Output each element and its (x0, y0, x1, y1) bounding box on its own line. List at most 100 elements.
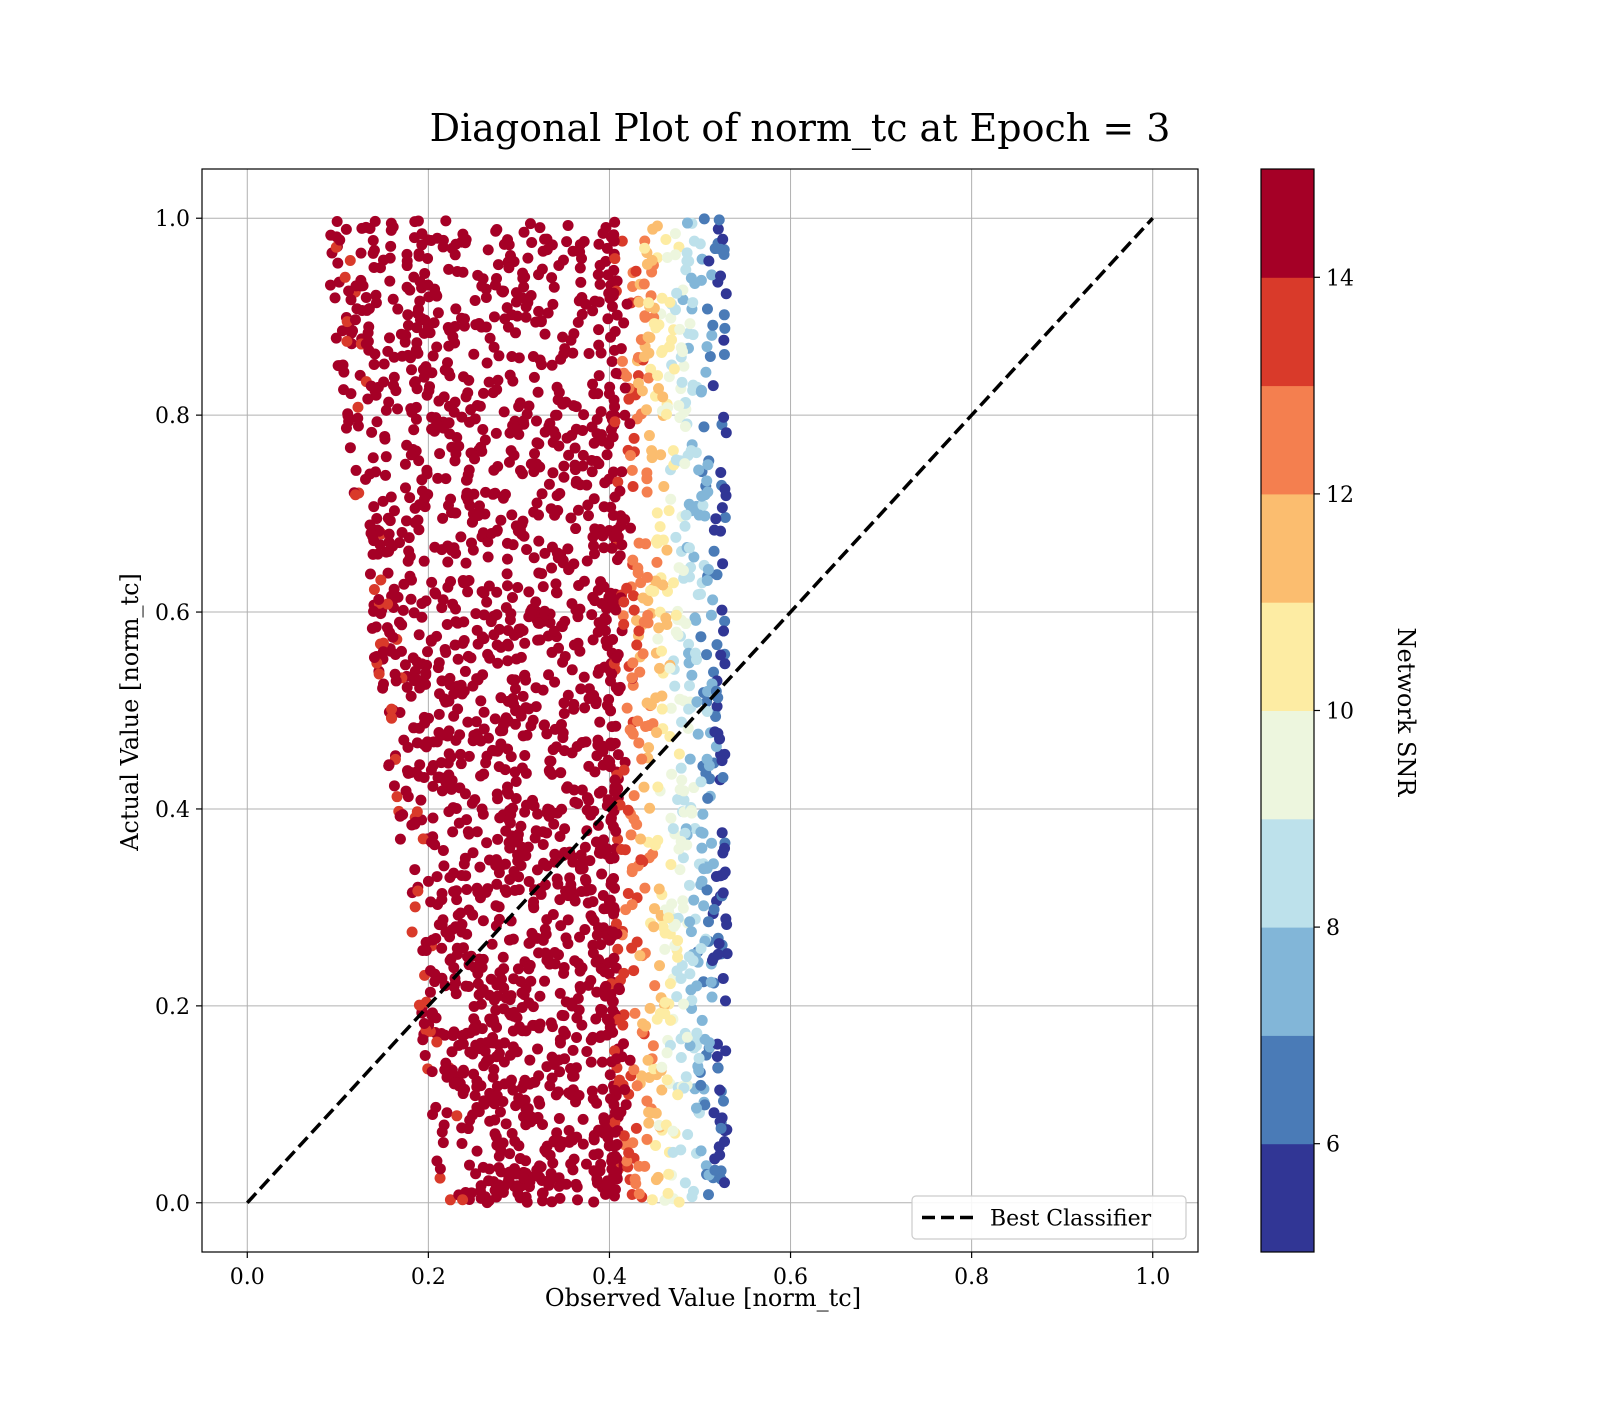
scatter-point (451, 1110, 463, 1122)
scatter-point (375, 574, 387, 586)
scatter-point (605, 331, 617, 343)
legend: Best Classifier (911, 1195, 1187, 1240)
scatter-point (717, 771, 729, 783)
scatter-point (574, 965, 586, 977)
scatter-point (708, 1107, 720, 1119)
scatter-point (469, 962, 481, 974)
scatter-point (404, 570, 416, 582)
scatter-point (653, 883, 665, 895)
scatter-point (626, 942, 638, 954)
scatter-point (509, 836, 521, 848)
scatter-point (417, 1034, 429, 1046)
y-tick-label: 0.4 (155, 798, 190, 823)
scatter-point (684, 318, 696, 330)
scatter-point (602, 313, 614, 325)
scatter-point (469, 1090, 481, 1102)
scatter-point (534, 990, 546, 1002)
scatter-point (462, 387, 474, 399)
scatter-point (364, 519, 376, 531)
scatter-point (477, 424, 489, 436)
scatter-point (406, 926, 418, 938)
scatter-point (609, 1150, 621, 1162)
scatter-point (558, 1025, 570, 1037)
scatter-point (534, 1098, 546, 1110)
scatter-point (606, 1163, 618, 1175)
scatter-point (431, 630, 443, 642)
scatter-point (462, 469, 474, 481)
scatter-point (516, 518, 528, 530)
scatter-point (489, 1128, 501, 1140)
scatter-point (504, 1049, 516, 1061)
scatter-point (436, 894, 448, 906)
scatter-point (690, 1102, 702, 1114)
scatter-point (422, 646, 434, 658)
scatter-point (635, 854, 647, 866)
scatter-point (450, 1076, 462, 1088)
scatter-point (607, 996, 619, 1008)
scatter-point (565, 512, 577, 524)
scatter-point (651, 556, 663, 568)
scatter-point (684, 968, 696, 980)
scatter-point (719, 995, 731, 1007)
scatter-point (575, 849, 587, 861)
scatter-point (609, 774, 621, 786)
scatter-point (612, 943, 624, 955)
scatter-point (544, 1173, 556, 1185)
scatter-point (556, 803, 568, 815)
scatter-point (471, 399, 483, 411)
scatter-point (501, 553, 513, 565)
scatter-point (478, 1060, 490, 1072)
scatter-point (596, 617, 608, 629)
scatter-point (449, 396, 461, 408)
scatter-point (569, 955, 581, 967)
scatter-point (618, 596, 630, 608)
scatter-point (571, 1012, 583, 1024)
scatter-point (718, 349, 730, 361)
scatter-point (482, 648, 494, 660)
scatter-point (541, 244, 553, 256)
scatter-point (539, 923, 551, 935)
scatter-point (710, 710, 722, 722)
scatter-point (399, 458, 411, 470)
scatter-point (419, 1049, 431, 1061)
scatter-point (547, 908, 559, 920)
scatter-point (494, 1106, 506, 1118)
scatter-point (639, 1160, 651, 1172)
scatter-point (459, 1083, 471, 1095)
scatter-point (509, 718, 521, 730)
scatter-point (586, 912, 598, 924)
scatter-point (409, 901, 421, 913)
scatter-point (575, 276, 587, 288)
colorbar-tick-label: 8 (1326, 916, 1340, 941)
scatter-point (535, 1161, 547, 1173)
scatter-point (385, 217, 397, 229)
scatter-point (581, 1045, 593, 1057)
scatter-point (675, 835, 687, 847)
scatter-point (619, 382, 631, 394)
scatter-point (360, 338, 372, 350)
scatter-point (532, 808, 544, 820)
scatter-point (476, 586, 488, 598)
scatter-point (450, 802, 462, 814)
scatter-point (650, 1107, 662, 1119)
scatter-point (673, 400, 685, 412)
scatter-point (698, 421, 710, 433)
scatter-point (514, 1153, 526, 1165)
scatter-point (436, 785, 448, 797)
scatter-point (367, 452, 379, 464)
scatter-point (674, 864, 686, 876)
scatter-point (512, 581, 524, 593)
scatter-point (641, 1133, 653, 1145)
scatter-point (478, 768, 490, 780)
scatter-point (626, 672, 638, 684)
scatter-point (719, 483, 731, 495)
scatter-point (414, 682, 426, 694)
legend-box (911, 1195, 1187, 1240)
scatter-point (665, 312, 677, 324)
scatter-point (414, 295, 426, 307)
scatter-point (565, 1089, 577, 1101)
scatter-point (426, 1066, 438, 1078)
scatter-point (631, 819, 643, 831)
scatter-point (503, 934, 515, 946)
scatter-point (694, 238, 706, 250)
